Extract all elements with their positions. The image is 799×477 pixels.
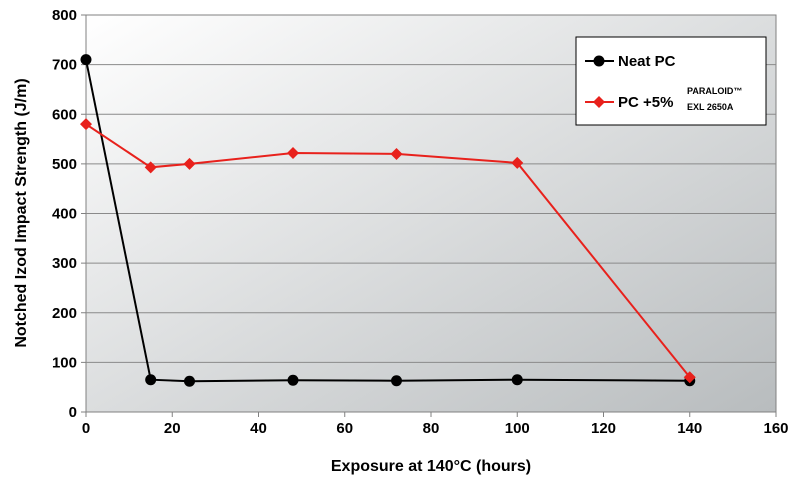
data-point-1-3: [287, 146, 299, 159]
data-point-0-3: [287, 374, 299, 386]
y-tick-label-400: 400: [52, 206, 77, 223]
x-axis-ticks: 0 20 40 60 80 100 120 140 160: [82, 412, 789, 437]
x-tick-label-120: 120: [591, 420, 616, 437]
y-tick-label-600: 600: [52, 106, 77, 123]
data-point-0-0: [80, 54, 92, 66]
series-layer: [80, 54, 696, 387]
data-point-1-2: [183, 157, 196, 170]
series-1: [80, 118, 696, 384]
y-tick-label-700: 700: [52, 57, 77, 74]
x-tick-label-80: 80: [423, 420, 440, 437]
data-point-1-0: [80, 118, 92, 131]
y-tick-label-300: 300: [52, 255, 77, 272]
x-tick-label-100: 100: [505, 420, 530, 437]
data-point-0-5: [511, 374, 523, 386]
x-tick-label-60: 60: [336, 420, 353, 437]
x-tick-label-40: 40: [250, 420, 267, 437]
legend-label-pc-paraloid-superscript: PARALOID™: [687, 86, 742, 96]
legend-marker-pc-paraloid: [593, 96, 605, 108]
y-axis-title: Notched Izod Impact Strength (J/m): [13, 78, 30, 347]
data-point-1-6: [683, 371, 696, 384]
legend: Neat PC PC +5% PARALOID™ EXL 2650A: [575, 36, 767, 126]
x-tick-label-140: 140: [677, 420, 702, 437]
data-point-1-1: [144, 161, 157, 174]
x-tick-label-0: 0: [82, 420, 90, 437]
legend-marker-neat-pc: [593, 55, 605, 67]
y-axis-ticks: 0 100 200 300 400 500 600 700 800: [52, 7, 86, 421]
x-tick-label-160: 160: [763, 420, 788, 437]
data-point-1-4: [390, 147, 403, 160]
legend-label-pc-paraloid-subscript: EXL 2650A: [687, 102, 734, 112]
y-tick-label-100: 100: [52, 354, 77, 371]
y-tick-label-500: 500: [52, 156, 77, 173]
legend-label-neat-pc: Neat PC: [618, 53, 676, 70]
x-axis-title: Exposure at 140°C (hours): [331, 458, 531, 475]
data-point-0-1: [145, 374, 157, 386]
x-tick-label-20: 20: [164, 420, 181, 437]
data-point-0-2: [184, 375, 195, 387]
data-point-0-4: [391, 375, 402, 387]
y-tick-label-200: 200: [52, 305, 77, 322]
legend-label-pc-paraloid: PC +5%: [618, 94, 673, 111]
legend-box: [575, 36, 767, 126]
y-tick-label-0: 0: [69, 404, 77, 421]
y-tick-label-800: 800: [52, 7, 77, 24]
data-point-1-5: [511, 156, 524, 169]
